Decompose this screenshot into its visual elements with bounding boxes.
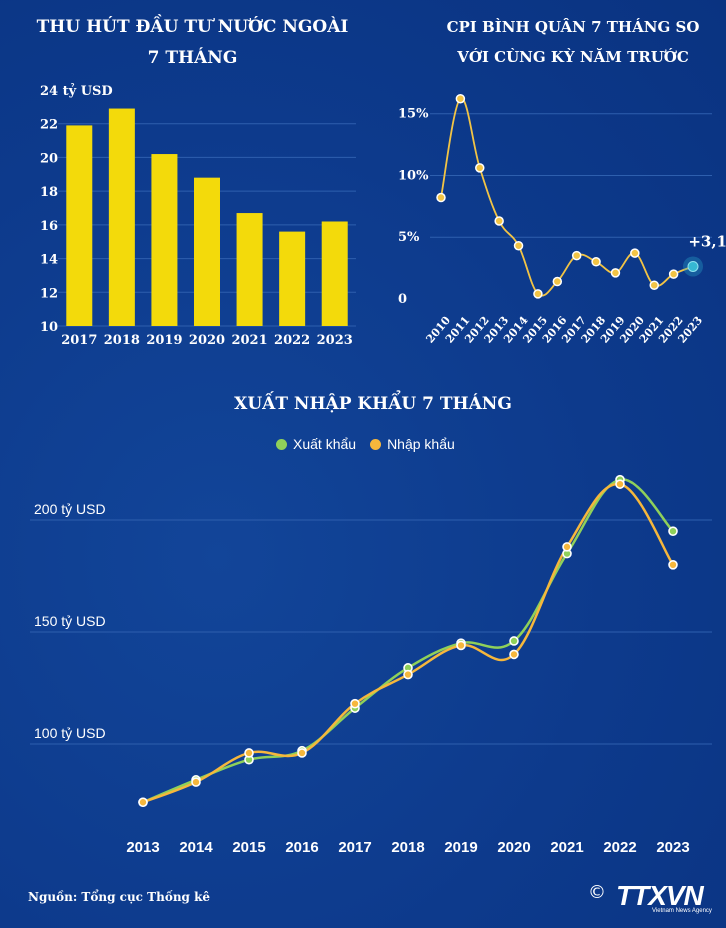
fdi-y-tick-label: 22 [40, 118, 58, 133]
trade-point-import [191, 777, 201, 787]
fdi-bar [321, 221, 348, 326]
fdi-y-tick-label: 24 tỷ USD [40, 84, 113, 99]
cpi-point [649, 280, 659, 290]
cpi-point [630, 248, 640, 258]
trade-point-import [562, 542, 572, 552]
trade-point-import [244, 748, 254, 758]
cpi-point [591, 257, 601, 267]
cpi-point [494, 216, 504, 226]
fdi-x-tick-label: 2021 [231, 333, 267, 348]
fdi-x-tick-label: 2018 [104, 333, 140, 348]
trade-x-tick-label: 2020 [497, 839, 530, 856]
logo-subtext: Vietnam News Agency [652, 908, 712, 914]
cpi-callout-label: +3,12% [688, 232, 726, 250]
fdi-title-line1: THU HÚT ĐẦU TƯ NƯỚC NGOÀI [36, 17, 349, 37]
fdi-bar [151, 154, 178, 326]
legend-import-label: Nhập khẩu [387, 436, 455, 452]
fdi-bar [108, 108, 135, 327]
fdi-y-tick-label: 18 [40, 185, 58, 200]
trade-line-export [142, 478, 674, 804]
cpi-line [440, 97, 694, 297]
cpi-point [610, 268, 621, 278]
cpi-point [475, 163, 485, 173]
legend-import: Nhập khẩu [370, 436, 455, 452]
trade-x-tick-label: 2017 [338, 839, 371, 856]
trade-x-tick-label: 2013 [126, 839, 159, 856]
fdi-x-tick-label: 2017 [61, 333, 97, 348]
cpi-title-line2: VỚI CÙNG KỲ NĂM TRƯỚC [457, 48, 689, 66]
fdi-title-line2: 7 THÁNG [147, 48, 238, 68]
trade-point-import [668, 559, 678, 570]
fdi-bar [279, 231, 306, 326]
trade-line-chart: 200 tỷ USD 150 tỷ USD 100 tỷ USD 2013 2014 20… [30, 474, 712, 856]
cpi-point [455, 93, 466, 104]
fdi-y-tick-label: 10 [40, 320, 58, 335]
fdi-x-tick-label: 2023 [317, 333, 353, 348]
legend-import-swatch [370, 438, 382, 450]
fdi-x-tick-label: 2020 [189, 333, 225, 348]
cpi-point [552, 276, 563, 287]
trade-x-tick-label: 2015 [232, 839, 265, 856]
trade-y-tick-label: 150 tỷ USD [34, 613, 106, 629]
trade-title-text: XUẤT NHẬP KHẨU 7 THÁNG [234, 394, 512, 414]
trade-x-tick-label: 2016 [285, 839, 318, 856]
fdi-y-tick-label: 20 [40, 151, 58, 166]
fdi-x-tick-label: 2022 [274, 333, 310, 348]
cpi-y-tick-label: 0 [398, 292, 407, 307]
trade-point-import [403, 669, 413, 680]
trade-point-export [668, 526, 678, 537]
fdi-y-tick-label: 12 [40, 286, 58, 301]
fdi-y-tick-label: 16 [40, 219, 58, 234]
trade-x-tick-label: 2018 [391, 839, 424, 856]
trade-line-import [142, 482, 675, 804]
copyright-symbol: © [588, 882, 606, 903]
cpi-point [513, 240, 524, 251]
source-note: Nguồn: Tổng cục Thống kê [28, 890, 211, 904]
trade-point-import [509, 649, 519, 660]
fdi-bar [194, 177, 220, 326]
fdi-title: THU HÚT ĐẦU TƯ NƯỚC NGOÀI 7 THÁNG [10, 12, 375, 74]
legend-export: Xuất khẩu [276, 436, 356, 452]
cpi-y-tick-label: 5% [398, 230, 420, 245]
trade-y-tick-label: 200 tỷ USD [34, 501, 106, 517]
fdi-bar [66, 125, 93, 327]
trade-x-tick-label: 2019 [444, 839, 477, 856]
cpi-title: CPI BÌNH QUÂN 7 THÁNG SO VỚI CÙNG KỲ NĂM… [420, 12, 726, 72]
trade-point-import [615, 479, 625, 489]
trade-point-import [297, 748, 307, 758]
trade-legend: Xuất khẩu Nhập khẩu [276, 436, 455, 452]
cpi-point [668, 269, 679, 279]
cpi-point-highlight [687, 260, 699, 272]
trade-point-export [509, 636, 519, 646]
trade-point-import [350, 698, 360, 709]
ttxvn-logo: © TTXVN Vietnam News Agency [588, 880, 718, 916]
cpi-point [533, 289, 543, 299]
fdi-x-tick-label: 2019 [146, 333, 182, 348]
cpi-line-chart: 15%10%5%0+3,12%2010201120122013201420152… [398, 93, 726, 346]
trade-y-tick-label: 100 tỷ USD [34, 725, 106, 741]
cpi-point [436, 192, 446, 203]
trade-x-tick-label: 2014 [179, 839, 213, 856]
cpi-title-line1: CPI BÌNH QUÂN 7 THÁNG SO [446, 18, 700, 36]
fdi-bar [236, 213, 263, 326]
legend-export-label: Xuất khẩu [293, 436, 357, 452]
legend-export-swatch [276, 438, 287, 450]
trade-x-tick-label: 2021 [550, 839, 583, 856]
logo-text: TTXVN [616, 880, 704, 911]
trade-point-import [138, 797, 148, 808]
trade-x-tick-label: 2022 [603, 839, 636, 856]
trade-title: XUẤT NHẬP KHẨU 7 THÁNG [0, 394, 726, 414]
cpi-y-tick-label: 15% [398, 107, 429, 122]
fdi-y-tick-label: 14 [40, 253, 58, 268]
trade-point-import [456, 640, 466, 651]
cpi-y-tick-label: 10% [398, 168, 429, 183]
cpi-point [571, 250, 582, 261]
trade-x-tick-label: 2023 [656, 839, 689, 856]
